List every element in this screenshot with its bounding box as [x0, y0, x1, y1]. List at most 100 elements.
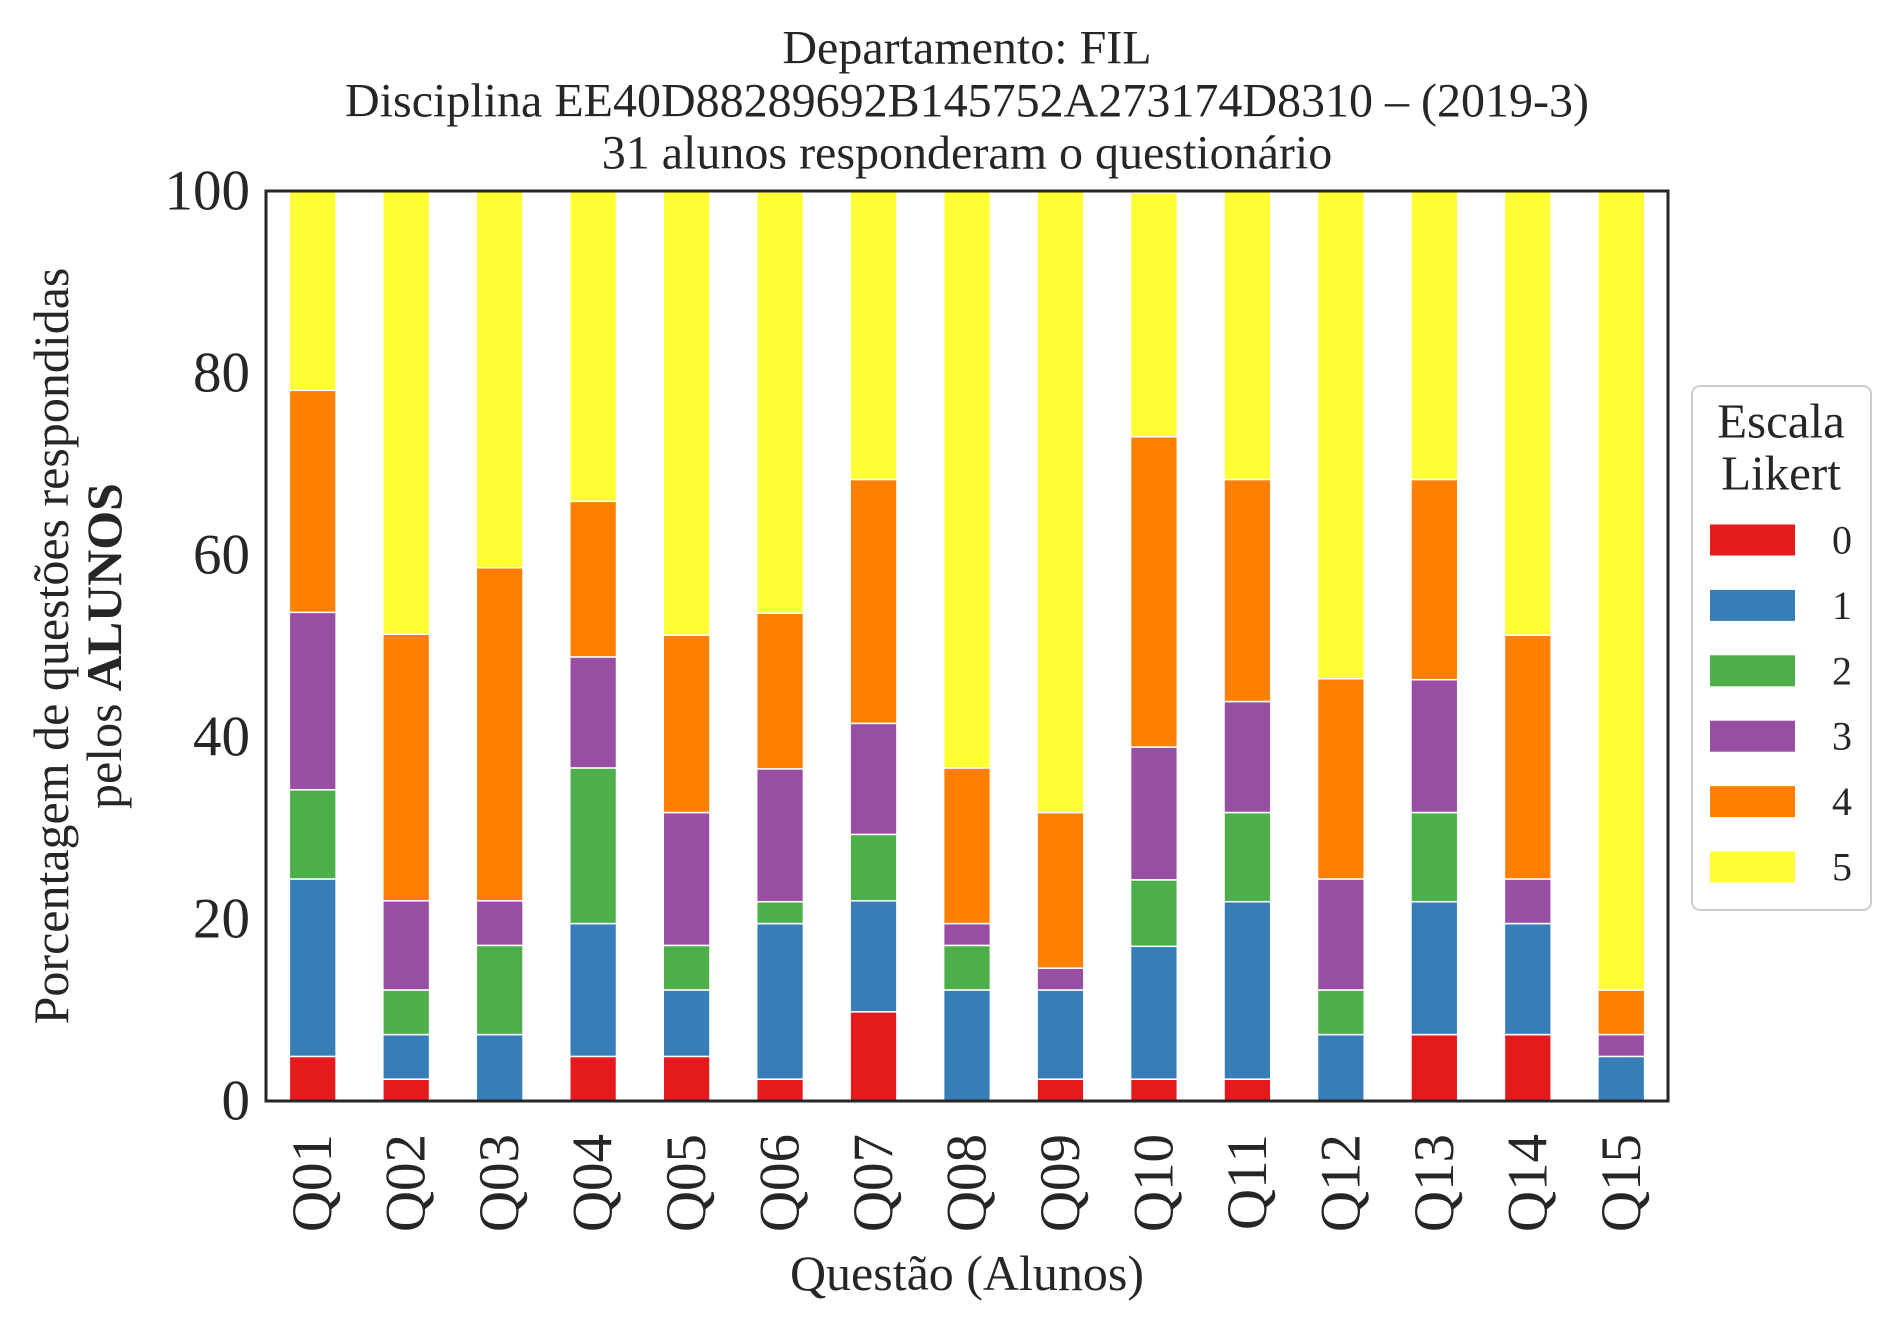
- x-tick-label: Q12: [1309, 1134, 1372, 1232]
- bar-q10-likert-0: [1129, 1078, 1179, 1102]
- bar-q02-likert-5: [382, 190, 431, 635]
- bar-q10-likert-1: [1129, 945, 1179, 1080]
- bar-q10-likert-4: [1129, 435, 1179, 748]
- bar-q03-likert-2: [475, 944, 524, 1036]
- bar-q03-likert-3: [475, 900, 524, 947]
- bar-q07-likert-2: [849, 833, 898, 902]
- y-tick-label: 40: [193, 706, 250, 769]
- y-tick-labels: 0 20 40 60 80 100: [165, 160, 251, 1133]
- bar-q14-likert-4: [1503, 634, 1552, 880]
- x-tick-label: Q07: [842, 1134, 905, 1232]
- y-tick-label: 60: [193, 524, 250, 587]
- bars-group: [288, 190, 1646, 1102]
- bar-q08-likert-2: [942, 944, 992, 991]
- y-axis-label: Porcentagem de questões respondidas pelo…: [23, 268, 132, 1025]
- x-tick-label: Q10: [1122, 1134, 1185, 1232]
- bar-q05-likert-0: [662, 1055, 711, 1102]
- bar-q15-likert-5: [1597, 190, 1646, 991]
- y-axis-label-bold: ALUNOS: [76, 483, 132, 691]
- bar-q04-likert-0: [569, 1055, 618, 1102]
- y-axis-label-line1: Porcentagem de questões respondidas: [23, 268, 79, 1025]
- bar-q06-likert-2: [755, 900, 805, 925]
- bar-q02-likert-2: [382, 989, 431, 1036]
- bar-q07-likert-0: [849, 1011, 898, 1102]
- bar-q09-likert-4: [1036, 811, 1085, 969]
- bar-q01-likert-3: [288, 611, 337, 791]
- x-tick-label: Q08: [936, 1134, 999, 1232]
- y-tick-label: 80: [193, 342, 250, 405]
- legend-swatch-2: [1710, 655, 1795, 687]
- y-tick-label: 20: [193, 888, 250, 951]
- bar-q13-likert-0: [1410, 1033, 1459, 1102]
- bar-q14-likert-1: [1503, 922, 1552, 1036]
- x-tick-label: Q14: [1496, 1134, 1559, 1232]
- legend-label-5: 5: [1832, 845, 1852, 890]
- bar-q06-likert-0: [755, 1078, 805, 1102]
- x-tick-label: Q06: [749, 1134, 812, 1232]
- bar-q04-likert-5: [569, 190, 618, 503]
- bar-q09-likert-1: [1036, 989, 1085, 1080]
- title-line-respondents: 31 alunos responderam o questionário: [602, 127, 1333, 180]
- bar-q10-likert-3: [1129, 746, 1179, 881]
- bar-q01-likert-5: [288, 190, 337, 392]
- x-axis-label: Questão (Alunos): [790, 1245, 1144, 1301]
- y-axis-label-prefix: pelos: [76, 703, 132, 809]
- bar-q11-likert-1: [1223, 900, 1272, 1080]
- x-tick-label: Q01: [281, 1134, 344, 1232]
- bar-q05-likert-1: [662, 989, 711, 1058]
- legend-label-3: 3: [1832, 714, 1852, 759]
- legend-swatch-4: [1710, 786, 1795, 818]
- bar-q15-likert-4: [1597, 989, 1646, 1036]
- legend-items: 0 1 2 3 4 5: [1710, 518, 1852, 890]
- bar-q07-likert-4: [849, 478, 898, 725]
- bar-q06-likert-4: [755, 612, 805, 770]
- bar-q10-likert-2: [1129, 879, 1179, 948]
- x-tick-label: Q05: [655, 1134, 718, 1232]
- plot-frame: [264, 189, 1670, 1103]
- bar-q11-likert-3: [1223, 700, 1272, 814]
- bar-q07-likert-1: [849, 900, 898, 1013]
- bar-q01-likert-4: [288, 389, 337, 614]
- bar-q03-likert-1: [475, 1033, 524, 1102]
- bar-q09-likert-3: [1036, 967, 1085, 991]
- bar-q04-likert-3: [569, 656, 618, 769]
- bar-q01-likert-0: [288, 1055, 337, 1102]
- bar-q14-likert-5: [1503, 190, 1552, 636]
- bar-q13-likert-2: [1410, 811, 1459, 903]
- legend-label-2: 2: [1832, 648, 1852, 693]
- bar-q11-likert-5: [1223, 190, 1272, 481]
- x-tick-label: Q11: [1216, 1134, 1279, 1230]
- bar-q06-likert-3: [755, 768, 805, 903]
- bar-q08-likert-5: [942, 190, 992, 769]
- bar-q12-likert-4: [1316, 678, 1365, 880]
- bar-q01-likert-1: [288, 878, 337, 1058]
- bar-q06-likert-1: [755, 922, 805, 1080]
- bar-q02-likert-4: [382, 633, 431, 902]
- bar-q15-likert-3: [1597, 1033, 1646, 1058]
- legend-frame: [1691, 385, 1872, 911]
- y-tick-label: 100: [165, 160, 251, 223]
- legend: Escala Likert 0 1 2 3 4 5: [1691, 385, 1872, 911]
- legend-label-0: 0: [1832, 518, 1852, 563]
- bar-q15-likert-1: [1597, 1055, 1646, 1102]
- bar-q04-likert-4: [569, 500, 618, 658]
- legend-swatch-1: [1710, 589, 1795, 621]
- bar-q08-likert-1: [942, 989, 992, 1102]
- bar-q11-likert-4: [1223, 478, 1272, 703]
- bar-q14-likert-0: [1503, 1033, 1552, 1102]
- bar-q03-likert-4: [475, 566, 524, 902]
- bar-q05-likert-3: [662, 811, 711, 947]
- bar-q12-likert-3: [1316, 878, 1365, 991]
- bar-q13-likert-4: [1410, 478, 1459, 681]
- bar-q05-likert-4: [662, 634, 711, 814]
- bar-q06-likert-5: [755, 191, 805, 614]
- bar-q08-likert-4: [942, 767, 992, 925]
- legend-label-4: 4: [1832, 779, 1852, 824]
- legend-title-line2: Likert: [1721, 446, 1841, 501]
- bar-q02-likert-1: [382, 1033, 431, 1080]
- bar-q05-likert-2: [662, 944, 711, 991]
- bar-q12-likert-1: [1316, 1033, 1365, 1102]
- bar-q04-likert-1: [569, 922, 618, 1058]
- x-tick-label: Q04: [562, 1134, 625, 1232]
